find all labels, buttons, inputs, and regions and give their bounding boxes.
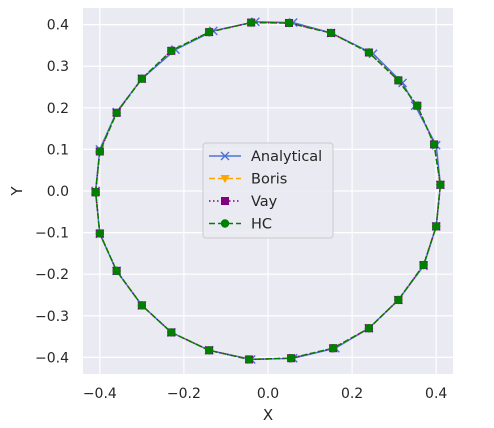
hc-point bbox=[167, 46, 176, 56]
hc-point bbox=[284, 18, 294, 28]
hc-point bbox=[112, 266, 121, 276]
hc-point bbox=[137, 74, 147, 83]
hc-point bbox=[413, 101, 422, 110]
legend-label-vay: Vay bbox=[251, 194, 278, 210]
legend-label-boris: Boris bbox=[251, 172, 287, 188]
hc-point bbox=[394, 295, 403, 305]
hc-point bbox=[286, 353, 296, 363]
hc-point bbox=[95, 229, 105, 238]
x-tick-label: 0.2 bbox=[341, 386, 363, 402]
y-axis-label: Y bbox=[8, 186, 26, 197]
y-tick-label: 0.4 bbox=[47, 18, 69, 34]
hc-point bbox=[436, 180, 445, 189]
hc-point bbox=[429, 140, 439, 149]
legend-marker-hc bbox=[220, 219, 230, 228]
legend-marker-boris bbox=[220, 175, 230, 184]
x-tick-label: −0.2 bbox=[167, 386, 201, 402]
x-tick-label: 0.0 bbox=[257, 386, 279, 402]
hc-point bbox=[419, 260, 428, 270]
hc-point bbox=[394, 76, 403, 85]
ticks: −0.4 −0.2 0.0 0.2 0.4 0.4 0.3 0.2 0.1 0.0 −0.1 −0.2… bbox=[35, 18, 447, 402]
x-tick-label: 0.4 bbox=[425, 386, 447, 402]
y-tick-label: −0.2 bbox=[35, 267, 69, 283]
y-tick-label: 0.3 bbox=[47, 59, 69, 75]
hc-point bbox=[91, 188, 100, 197]
legend-label-hc: HC bbox=[251, 217, 272, 233]
legend-marker-analytical bbox=[220, 151, 230, 161]
hc-point bbox=[204, 27, 214, 37]
hc-point bbox=[328, 344, 338, 353]
hc-point bbox=[244, 355, 254, 364]
series-layer bbox=[91, 17, 445, 365]
hc-point bbox=[204, 346, 214, 355]
hc-line bbox=[94, 21, 442, 361]
hc-point bbox=[326, 28, 336, 38]
y-tick-label: 0.1 bbox=[47, 142, 69, 158]
hc-point bbox=[246, 18, 256, 27]
hc-point bbox=[137, 301, 147, 310]
y-tick-label: 0.0 bbox=[47, 184, 69, 200]
hc-point bbox=[364, 48, 374, 57]
legend-box bbox=[202, 142, 334, 239]
legend-marker-vay bbox=[221, 197, 229, 205]
hc-point bbox=[167, 328, 176, 337]
series-hc bbox=[91, 18, 445, 364]
hc-point bbox=[112, 108, 121, 118]
y-tick-label: 0.2 bbox=[47, 101, 69, 117]
y-tick-label: −0.4 bbox=[35, 350, 69, 366]
hc-point bbox=[431, 222, 441, 231]
hc-point bbox=[364, 324, 374, 333]
x-tick-label: −0.4 bbox=[83, 386, 117, 402]
y-tick-label: −0.3 bbox=[35, 309, 69, 325]
x-axis-label: X bbox=[263, 406, 273, 424]
legend-label-analytical: Analytical bbox=[251, 149, 322, 165]
y-tick-label: −0.1 bbox=[35, 226, 69, 242]
hc-point bbox=[95, 147, 105, 156]
legend: Analytical Boris Vay HC bbox=[202, 142, 334, 239]
